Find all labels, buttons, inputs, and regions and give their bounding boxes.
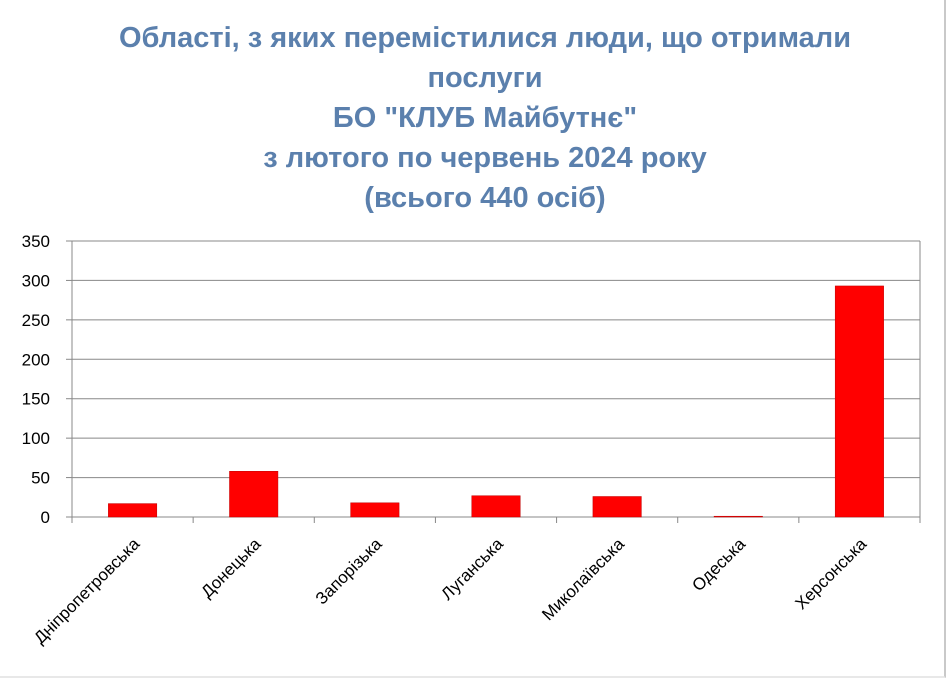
title-line-2: послуги	[427, 62, 543, 94]
y-tick-label: 250	[22, 311, 50, 330]
y-tick-label: 50	[31, 469, 50, 488]
category-label: Луганська	[437, 534, 507, 604]
y-tick-label: 150	[22, 390, 50, 409]
bars	[108, 285, 884, 518]
bar	[108, 503, 158, 518]
bar	[592, 496, 642, 518]
category-label: Дніпропетровська	[30, 534, 144, 648]
y-tick-label: 300	[22, 271, 50, 290]
bar	[350, 502, 400, 518]
title-line-4: з лютого по червень 2024 року	[263, 142, 707, 174]
y-tick-label: 0	[41, 508, 50, 527]
y-tick-label: 350	[22, 232, 50, 251]
y-tick-label: 100	[22, 429, 50, 448]
bar	[471, 495, 521, 518]
category-label: Запорізька	[312, 534, 386, 608]
bar	[713, 515, 763, 518]
title-line-1: Області, з яких перемістилися люди, що о…	[118, 22, 852, 54]
category-labels: Дніпропетровська Донецька Запорізька Луганс…	[30, 534, 870, 648]
title-line-3: БО "КЛУБ Майбутнє"	[332, 102, 638, 134]
bar	[834, 285, 884, 518]
chart-title: Області, з яких перемістилися люди, що о…	[20, 18, 946, 218]
category-label: Донецька	[197, 534, 264, 601]
category-label: Миколаївська	[538, 534, 628, 624]
x-axis	[71, 516, 921, 523]
category-label: Одеська	[688, 534, 749, 595]
y-axis: 0 50 100 150 200 250 300 350	[22, 232, 73, 527]
bar	[229, 471, 279, 518]
category-label: Херсонська	[791, 534, 870, 613]
y-tick-label: 200	[22, 350, 50, 369]
grid-lines	[72, 240, 921, 517]
title-line-5: (всього 440 осіб)	[364, 182, 606, 214]
